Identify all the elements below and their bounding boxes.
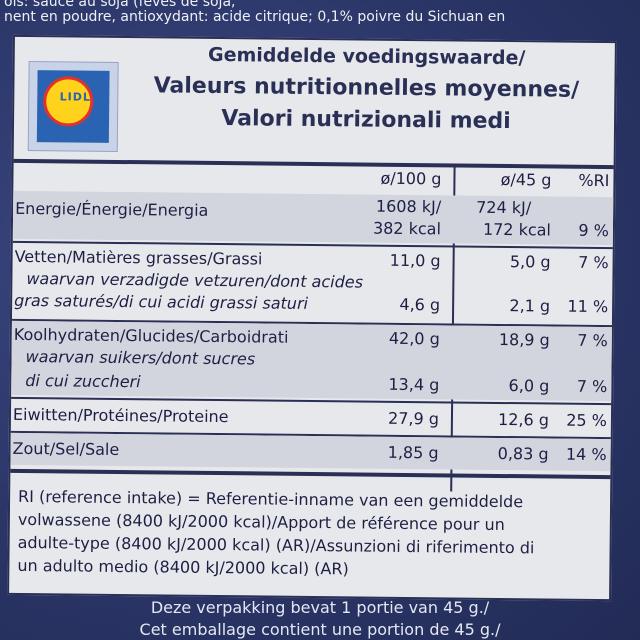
- nutrition-title: Gemiddelde voedingswaarde/ Valeurs nutri…: [126, 38, 607, 139]
- sugars-per100: 13,4 g: [388, 374, 440, 395]
- salt-row: Zout/Sel/Sale 1,85 g 0,83 g 14 %: [10, 432, 611, 472]
- title-line-fr: Valeurs nutritionnelles moyennes/: [153, 73, 580, 103]
- carbs-ri: 7 %: [577, 330, 608, 351]
- saturates-label-2: gras saturés/di cui acidi grassi saturi: [14, 290, 309, 313]
- carbohydrates-block: Koolhydraten/Glucides/Carboidrati 42,0 g…: [11, 320, 612, 402]
- header-ri: %RI: [578, 170, 610, 191]
- energy-per100-kcal: 382 kcal: [372, 218, 442, 239]
- fat-label: Vetten/Matières grasses/Grassi: [14, 246, 263, 269]
- salt-ri: 14 %: [565, 444, 607, 465]
- saturates-per100: 4,6 g: [399, 294, 441, 315]
- salt-label: Zout/Sel/Sale: [12, 438, 120, 459]
- protein-label: Eiwitten/Protéines/Proteine: [12, 404, 229, 427]
- salt-per100: 1,85 g: [387, 442, 439, 463]
- protein-portion: 12,6 g: [497, 409, 550, 430]
- fat-ri: 7 %: [578, 252, 609, 273]
- carbs-per100: 42,0 g: [388, 328, 440, 349]
- protein-row: Eiwitten/Protéines/Proteine 27,9 g 12,6 …: [11, 401, 611, 435]
- saturates-portion: 2,1 g: [509, 296, 551, 316]
- title-line-it: Valori nutrizionali medi: [221, 106, 511, 135]
- protein-per100: 27,9 g: [387, 408, 440, 429]
- energy-portion-kcal: 172 kcal: [482, 219, 552, 240]
- fat-per100: 11,0 g: [389, 250, 441, 271]
- energy-row: Energie/Énergie/Energia 1608 kJ/ 382 kca…: [12, 190, 614, 246]
- protein-ri: 25 %: [566, 410, 608, 431]
- energy-ri: 9 %: [578, 220, 610, 241]
- table-header-row: ø/100 g ø/45 g %RI: [13, 165, 613, 193]
- saturates-ri: 11 %: [567, 296, 609, 317]
- reference-intake-footnote: RI (reference intake) = Referentie-innam…: [17, 485, 606, 583]
- saturates-row: waarvan verzadigde vetzuren/dont acides …: [12, 269, 612, 321]
- sugars-portion: 6,0 g: [508, 376, 550, 396]
- sugars-ri: 7 %: [576, 376, 608, 397]
- lidl-logo: LIDL: [27, 61, 119, 152]
- carbs-label: Koolhydraten/Glucides/Carboidrati: [13, 324, 289, 347]
- saturates-label-1: waarvan verzadigde vetzuren/dont acides: [26, 269, 364, 292]
- logo-text: LIDL: [59, 90, 91, 104]
- carbs-portion: 18,9 g: [498, 329, 550, 350]
- title-line-nl: Gemiddelde voedingswaarde/: [207, 43, 526, 70]
- ingredients-text-line-1: ols: sauce au soja (fèves de soja,: [4, 0, 236, 10]
- energy-label: Energie/Énergie/Energia: [15, 198, 209, 220]
- table-bottom-rule: [10, 468, 611, 480]
- portion-text-nl: Deze verpakking bevat 1 portie van 45 g.…: [150, 598, 490, 617]
- ingredients-text-line-2: nent en poudre, antioxydant: acide citri…: [4, 9, 506, 25]
- portion-text-fr: Cet emballage contient une portion de 45…: [139, 620, 501, 639]
- header-per-portion: ø/45 g: [500, 169, 552, 190]
- energy-portion-kj: 724 kJ/: [476, 197, 532, 218]
- fat-portion: 5,0 g: [509, 252, 551, 272]
- energy-per100-kj: 1608 kJ/: [375, 196, 442, 217]
- sugars-label-2: di cui zuccheri: [25, 371, 141, 392]
- sugars-label-1: waarvan suikers/dont sucres: [25, 347, 256, 369]
- nutrition-label: LIDL Gemiddelde voedingswaarde/ Valeurs …: [7, 34, 617, 602]
- salt-portion: 0,83 g: [497, 443, 549, 464]
- header-per-100g: ø/100 g: [380, 168, 442, 189]
